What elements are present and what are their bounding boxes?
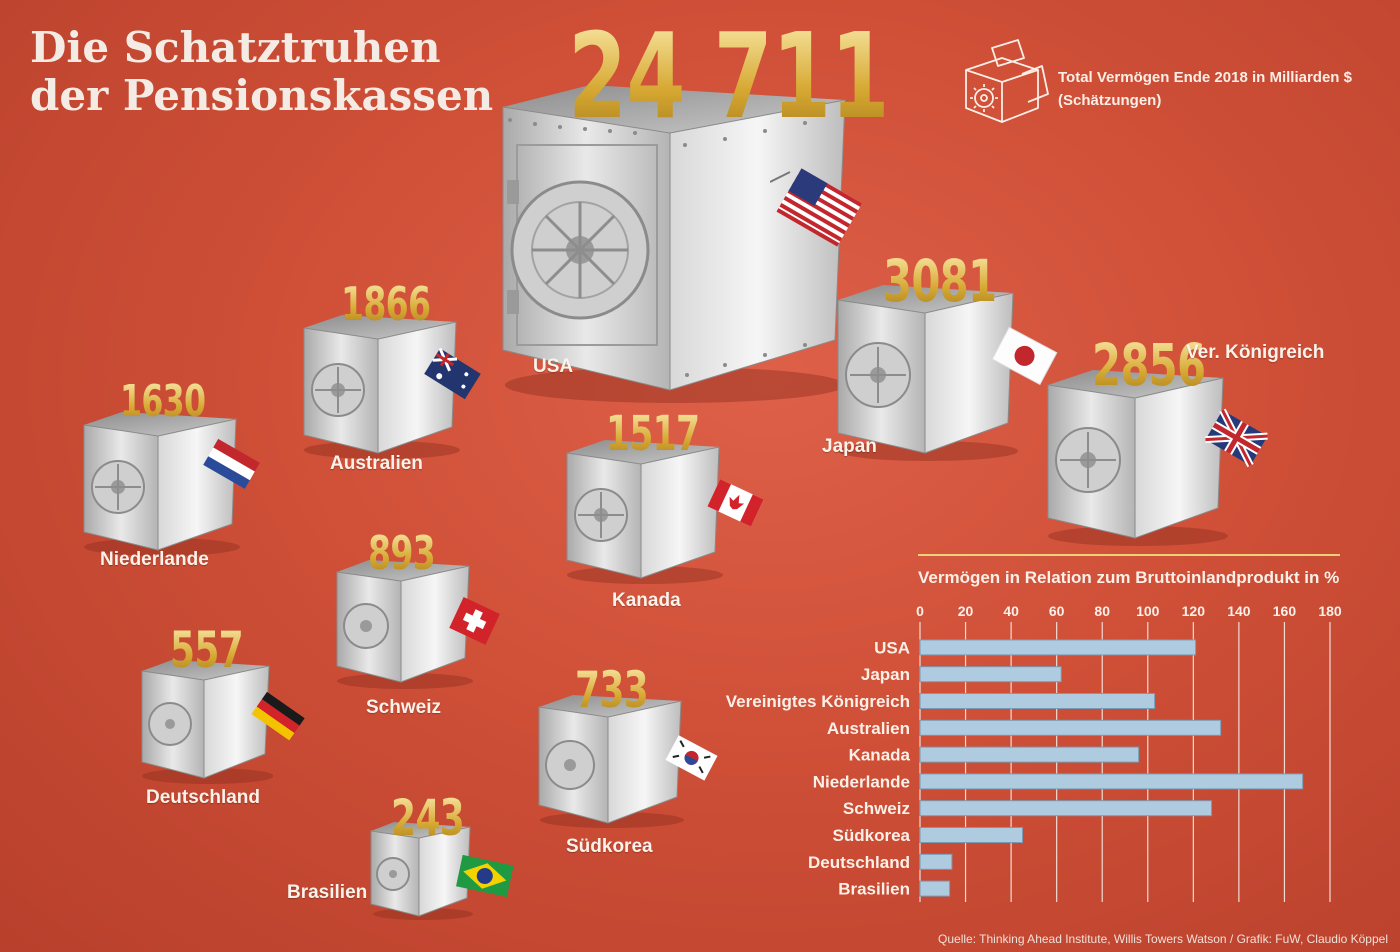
bar bbox=[919, 853, 953, 870]
category-label: Schweiz bbox=[843, 799, 910, 818]
category-label: USA bbox=[874, 638, 910, 657]
x-tick-label: 20 bbox=[958, 603, 974, 619]
legend-text-1: Total Vermögen Ende 2018 in Milliarden $ bbox=[1058, 69, 1352, 86]
label-usa: USA bbox=[533, 356, 574, 377]
x-tick-label: 60 bbox=[1049, 603, 1065, 619]
category-label: Australien bbox=[827, 719, 910, 738]
canada-flag-icon bbox=[707, 479, 764, 527]
label-canada: Kanada bbox=[612, 590, 681, 611]
south-korea-safe bbox=[538, 695, 684, 828]
category-label: Deutschland bbox=[808, 853, 910, 872]
legend: Total Vermögen Ende 2018 in Milliarden $… bbox=[962, 36, 1362, 126]
title-line-2: der Pensionskassen bbox=[30, 71, 494, 120]
bar bbox=[919, 639, 1197, 656]
label-south-korea: Südkorea bbox=[566, 836, 653, 857]
value-germany: 557 bbox=[170, 621, 244, 679]
value-japan: 3081 bbox=[883, 247, 997, 315]
category-label: Vereinigtes Königreich bbox=[726, 692, 910, 711]
label-uk: Ver. Königreich bbox=[1186, 342, 1325, 363]
brazil-safe bbox=[370, 822, 473, 920]
brazil-flag-icon bbox=[456, 854, 514, 898]
category-label: Niederlande bbox=[813, 772, 910, 791]
x-tick-label: 80 bbox=[1094, 603, 1110, 619]
value-brazil: 243 bbox=[391, 789, 465, 847]
uk-safe bbox=[1047, 370, 1228, 546]
bar-chart-panel: 0 20 40 60 80 100 120 140 160 180 USA Japan Vereinig… bbox=[710, 552, 1350, 932]
label-switzerland: Schweiz bbox=[366, 697, 441, 718]
usa-flag-icon bbox=[770, 168, 863, 247]
bar bbox=[919, 719, 1222, 736]
value-south-korea: 733 bbox=[575, 661, 649, 719]
safe-legend-icon bbox=[965, 39, 1049, 123]
x-tick-label: 120 bbox=[1182, 603, 1206, 619]
label-netherlands: Niederlande bbox=[100, 549, 209, 570]
germany-flag-icon bbox=[251, 691, 305, 741]
switzerland-flag-icon bbox=[449, 597, 500, 645]
canada-safe bbox=[566, 440, 723, 584]
bar bbox=[919, 773, 1304, 790]
x-tick-label: 140 bbox=[1227, 603, 1251, 619]
germany-safe bbox=[141, 660, 273, 784]
bar bbox=[919, 880, 951, 897]
label-japan: Japan bbox=[822, 436, 877, 457]
south-korea-flag-icon bbox=[665, 735, 718, 781]
bar bbox=[919, 746, 1140, 763]
category-label: Südkorea bbox=[833, 826, 911, 845]
legend-text-2: (Schätzungen) bbox=[1058, 92, 1162, 109]
japan-flag-icon bbox=[991, 326, 1058, 386]
uk-flag-icon bbox=[1205, 408, 1268, 468]
label-brazil: Brasilien bbox=[287, 882, 368, 903]
title-line-1: Die Schatztruhen bbox=[30, 23, 441, 72]
bar-chart: 0 20 40 60 80 100 120 140 160 180 USA Japan Vereinig… bbox=[726, 554, 1342, 902]
label-australia: Australien bbox=[330, 453, 423, 474]
bar-chart-title: Vermögen in Relation zum Bruttoinlandpro… bbox=[918, 568, 1340, 587]
category-label: Brasilien bbox=[838, 880, 910, 899]
value-canada: 1517 bbox=[606, 406, 700, 462]
australia-flag-icon bbox=[424, 347, 481, 400]
switzerland-safe bbox=[336, 560, 473, 689]
value-usa: 24 711 bbox=[568, 7, 890, 145]
value-uk: 2856 bbox=[1092, 331, 1206, 399]
x-tick-label: 40 bbox=[1003, 603, 1019, 619]
value-australia: 1866 bbox=[341, 277, 431, 331]
category-label: Japan bbox=[861, 665, 910, 684]
bar bbox=[919, 693, 1156, 709]
value-switzerland: 893 bbox=[368, 526, 436, 580]
bar bbox=[919, 666, 1062, 683]
source-note: Quelle: Thinking Ahead Institute, Willis… bbox=[938, 932, 1388, 946]
bar bbox=[919, 800, 1213, 817]
value-netherlands: 1630 bbox=[120, 376, 206, 427]
netherlands-flag-icon bbox=[203, 438, 260, 489]
japan-safe bbox=[837, 285, 1018, 461]
x-tick-label: 100 bbox=[1136, 603, 1160, 619]
x-tick-label: 180 bbox=[1318, 603, 1342, 619]
label-germany: Deutschland bbox=[146, 787, 261, 808]
category-label: Kanada bbox=[849, 746, 911, 765]
x-tick-label: 0 bbox=[916, 603, 924, 619]
bar bbox=[919, 827, 1023, 843]
page-title: Die Schatztruhen der Pensionskassen bbox=[30, 24, 493, 120]
x-tick-label: 160 bbox=[1273, 603, 1297, 619]
